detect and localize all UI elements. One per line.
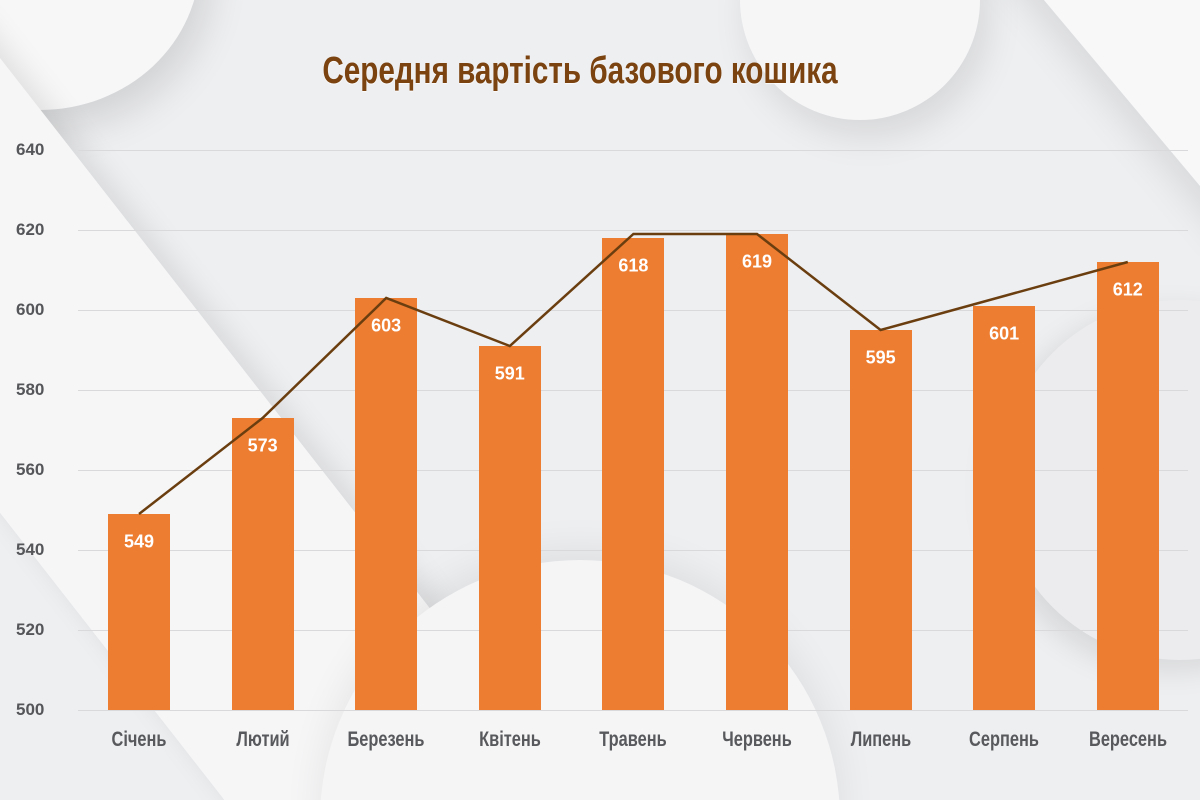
y-tick-label: 620 xyxy=(16,220,45,239)
bar: 601 xyxy=(973,306,1036,710)
x-tick-label: Червень xyxy=(722,728,792,751)
bar-value-label: 612 xyxy=(1112,279,1143,300)
bar: 618 xyxy=(602,238,665,710)
gridline xyxy=(78,150,1188,151)
x-tick-label: Липень xyxy=(850,728,911,751)
x-tick-label: Лютий xyxy=(235,728,290,751)
gridline xyxy=(78,710,1188,711)
y-tick-label: 580 xyxy=(16,380,45,399)
x-tick-label: Квітень xyxy=(478,728,541,751)
bar-value-label: 601 xyxy=(989,323,1020,344)
bar-value-label: 549 xyxy=(123,531,155,552)
bar: 595 xyxy=(849,330,912,710)
bar: 573 xyxy=(231,418,294,710)
y-tick-label: 640 xyxy=(16,140,45,159)
gridline xyxy=(78,230,1188,231)
bar-value-label: 618 xyxy=(618,255,649,276)
y-tick-label: 520 xyxy=(16,620,45,639)
x-tick-label: Травень xyxy=(599,728,668,751)
bar-value-label: 595 xyxy=(865,347,896,368)
bar-value-label: 619 xyxy=(741,251,773,272)
x-tick-label: Січень xyxy=(111,728,167,751)
bar: 619 xyxy=(726,234,788,710)
bar: 549 xyxy=(108,514,170,710)
bar-value-label: 603 xyxy=(371,315,402,336)
y-tick-label: 500 xyxy=(16,700,45,719)
bar-value-label: 573 xyxy=(247,435,278,456)
bar: 612 xyxy=(1096,262,1159,710)
bar: 591 xyxy=(478,346,541,710)
x-tick-label: Серпень xyxy=(969,728,1040,751)
bar-value-label: 591 xyxy=(494,363,525,384)
x-tick-label: Вересень xyxy=(1088,728,1167,751)
y-tick-label: 600 xyxy=(16,300,45,319)
chart-title: Середня вартість базового кошика xyxy=(322,50,838,92)
y-tick-label: 540 xyxy=(16,540,45,559)
y-tick-label: 560 xyxy=(16,460,45,479)
bar: 603 xyxy=(355,298,418,710)
x-tick-label: Березень xyxy=(347,728,425,751)
